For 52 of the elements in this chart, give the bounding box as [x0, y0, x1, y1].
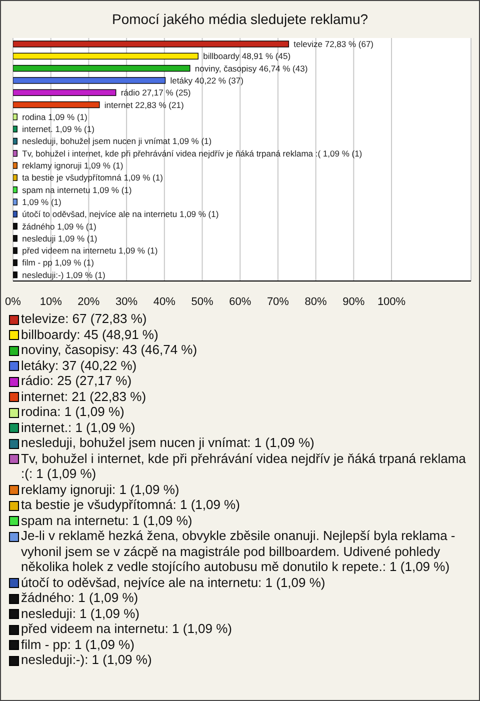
x-tick-label: 30% [116, 296, 138, 308]
x-tick-label: 90% [342, 296, 365, 308]
data-label: letáky 40,22 % (37) [170, 75, 244, 86]
legend-label: Je-li v reklamě hezká žena, obvykle zběsile onanuji. Nejlepší byla reklama - vyhonil jsem se v zácpě na magistrále pod billboardem. Udivené pohledy několika holek z vedle stojícího autobusu mě donutilo k repete.: 1 (1,09 %) [21, 528, 456, 574]
x-tick-label: 70% [266, 296, 290, 308]
data-label: noviny, časopisy 46,74 % (43) [194, 63, 308, 74]
data-label: spam na internetu 1,09 % (1) [22, 184, 132, 195]
legend-label: reklamy ignoruji: 1 (1,09 %) [21, 482, 180, 497]
x-tick-label: 50% [191, 296, 214, 308]
data-label: film - pp 1,09 % (1) [22, 258, 94, 268]
data-label: rodina 1,09 % (1) [22, 112, 88, 122]
legend-label: internet: 21 (22,83 %) [21, 388, 146, 404]
data-label: nesleduji:-) 1,09 % (1) [22, 270, 106, 280]
legend-label: film - pp: 1 (1,09 %) [21, 636, 134, 652]
data-label: Tv, bohužel i internet, kde při přehrávání videa nejdřív je ňáká trpaná reklama :( 1,09 % (1) [22, 148, 362, 158]
legend-label: nesleduji, bohužel jsem nucen ji vnímat: 1 (1,09 %) [21, 435, 314, 450]
x-tick-label: 40% [153, 296, 176, 308]
legend-label: před videem na internetu: 1 (1,09 %) [21, 621, 232, 636]
data-label: nesleduji 1,09 % (1) [22, 233, 98, 244]
data-label: žádného 1,09 % (1) [22, 221, 96, 232]
x-tick-label: 20% [78, 296, 100, 308]
legend-label: rádio: 25 (27,17 %) [21, 373, 132, 388]
data-label: internet. 1,09 % (1) [22, 124, 95, 134]
x-tick-label: 60% [229, 296, 252, 308]
legend-label: internet.: 1 (1,09 %) [21, 420, 136, 435]
legend-label: noviny, časopisy: 43 (46,74 %) [21, 342, 198, 358]
legend-label: ta bestie je všudypřítomná: 1 (1,09 %) [21, 497, 240, 512]
data-label: ta bestie je všudypřítomná 1,09 % (1) [22, 172, 164, 183]
x-tick-label: 10% [40, 296, 62, 308]
data-label: nesleduji, bohužel jsem nucen ji vnímat 1,09 % (1) [22, 136, 212, 146]
data-label: 1,09 % (1) [22, 196, 62, 207]
legend-label: útočí to oděvšad, nejvíce ale na internetu: 1 (1,09 %) [21, 574, 326, 590]
legend-label: spam na internetu: 1 (1,09 %) [21, 512, 192, 528]
legend-label: žádného: 1 (1,09 %) [21, 590, 138, 606]
legend-label: televize: 67 (72,83 %) [21, 311, 147, 326]
legend-label: letáky: 37 (40,22 %) [21, 358, 137, 373]
data-label: billboardy 48,91 % (45) [203, 51, 291, 62]
data-label: internet 22,83 % (21) [104, 100, 184, 110]
legend-label: billboardy: 45 (48,91 %) [21, 326, 158, 342]
data-label: televize 72,83 % (67) [294, 39, 374, 49]
x-tick-label: 0% [5, 296, 22, 308]
x-tick-label: 100% [377, 296, 406, 308]
data-label: reklamy ignoruji 1,09 % (1) [22, 160, 124, 170]
legend-label: rodina: 1 (1,09 %) [21, 404, 124, 420]
x-tick-label: 80% [304, 296, 328, 308]
data-label: před videem na internetu 1,09 % (1) [22, 246, 158, 256]
legend-label: Tv, bohužel i internet, kde při přehrávání videa nejdřív je ňáká trpaná reklama :(: 1 (1,09 %) [21, 450, 467, 482]
legend-label: nesleduji: 1 (1,09 %) [21, 606, 140, 621]
data-label: útočí to oděvšad, nejvíce ale na internetu 1,09 % (1) [22, 209, 219, 220]
legend-label: nesleduji:-): 1 (1,09 %) [21, 652, 152, 668]
data-label: rádio 27,17 % (25) [120, 88, 191, 98]
chart-title: Pomocí jakého média sledujete reklamu? [110, 10, 370, 29]
